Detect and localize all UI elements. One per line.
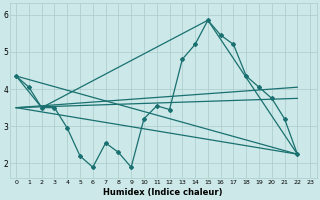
- X-axis label: Humidex (Indice chaleur): Humidex (Indice chaleur): [103, 188, 223, 197]
